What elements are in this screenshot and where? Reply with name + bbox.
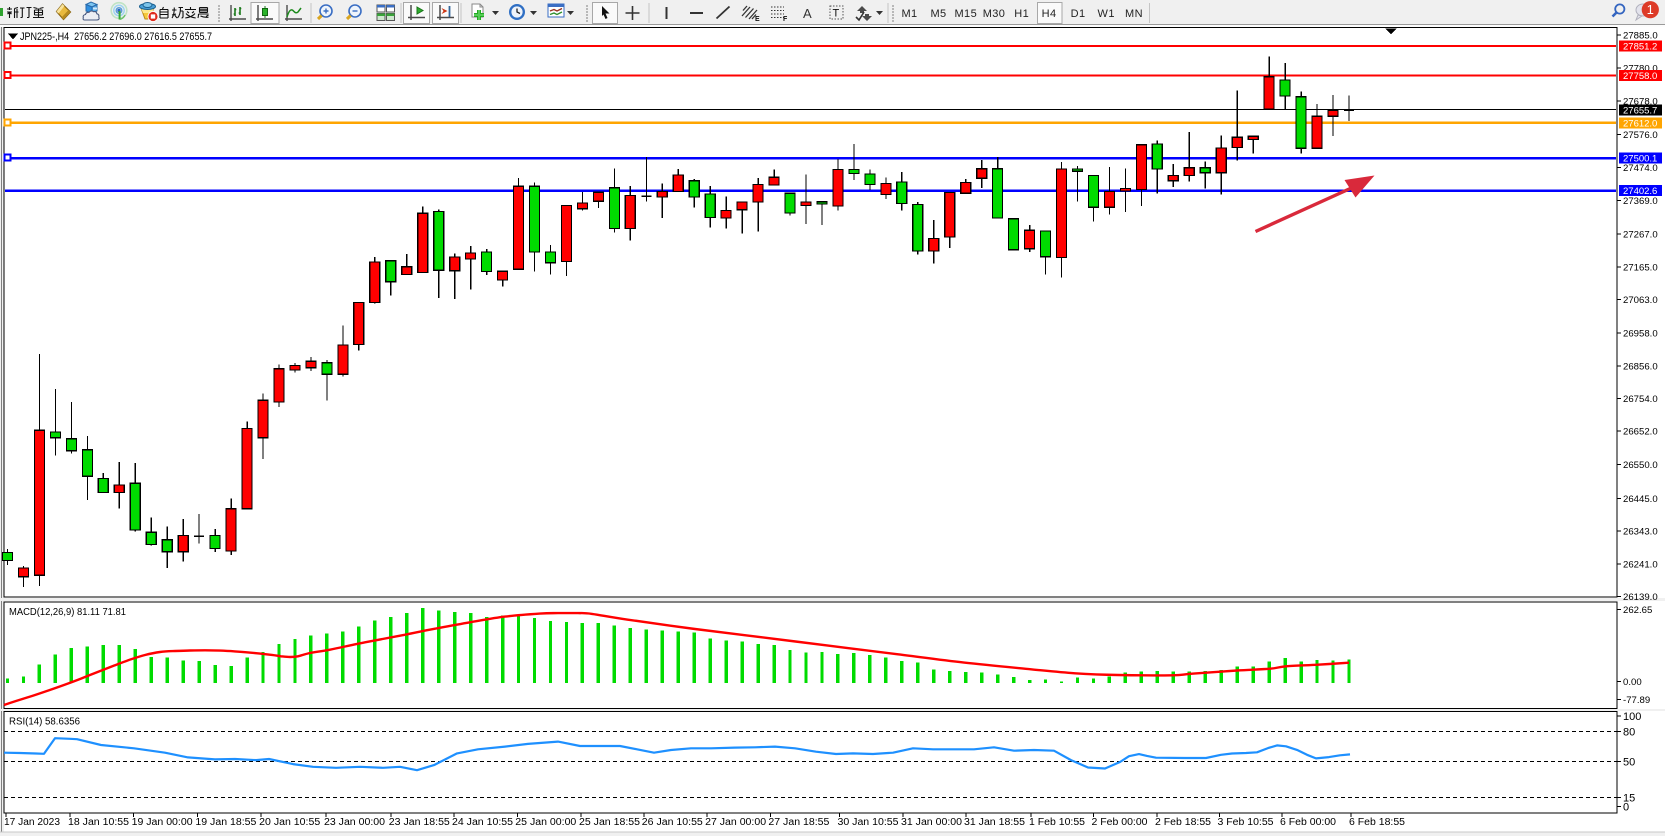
svg-text:27885.0: 27885.0 <box>1623 31 1658 42</box>
svg-text:27165.0: 27165.0 <box>1623 263 1658 274</box>
svg-text:100: 100 <box>1623 711 1641 723</box>
svg-text:20 Jan 10:55: 20 Jan 10:55 <box>259 817 320 828</box>
svg-text:6 Feb 18:55: 6 Feb 18:55 <box>1349 817 1405 828</box>
svg-text:27267.0: 27267.0 <box>1623 230 1658 241</box>
svg-text:27576.0: 27576.0 <box>1623 130 1658 141</box>
svg-text:RSI(14) 58.6356: RSI(14) 58.6356 <box>9 717 80 728</box>
svg-text:M1: M1 <box>901 8 917 20</box>
svg-text:27678.0: 27678.0 <box>1623 96 1658 107</box>
svg-text:26652.0: 26652.0 <box>1623 427 1658 438</box>
svg-text:27369.0: 27369.0 <box>1623 196 1658 207</box>
svg-text:27402.6: 27402.6 <box>1623 186 1657 197</box>
svg-text:25 Jan 18:55: 25 Jan 18:55 <box>579 817 640 828</box>
svg-text:H4: H4 <box>1042 8 1057 20</box>
svg-text:17 Jan 2023: 17 Jan 2023 <box>4 817 60 828</box>
svg-text:2 Feb 18:55: 2 Feb 18:55 <box>1155 817 1211 828</box>
svg-text:0.00: 0.00 <box>1623 677 1642 688</box>
svg-text:27758.0: 27758.0 <box>1623 71 1657 82</box>
svg-text:26445.0: 26445.0 <box>1623 494 1658 505</box>
svg-text:1 Feb 10:55: 1 Feb 10:55 <box>1029 817 1085 828</box>
svg-text:31 Jan 18:55: 31 Jan 18:55 <box>964 817 1025 828</box>
svg-text:19 Jan 18:55: 19 Jan 18:55 <box>195 817 256 828</box>
svg-text:27063.0: 27063.0 <box>1623 295 1658 306</box>
svg-text:3 Feb 10:55: 3 Feb 10:55 <box>1218 817 1274 828</box>
svg-text:T: T <box>833 8 840 20</box>
svg-text:26550.0: 26550.0 <box>1623 460 1658 471</box>
svg-text:D1: D1 <box>1071 8 1086 20</box>
svg-text:H1: H1 <box>1014 8 1029 20</box>
svg-text:26958.0: 26958.0 <box>1623 329 1658 340</box>
svg-text:30 Jan 10:55: 30 Jan 10:55 <box>838 817 899 828</box>
svg-text:27474.0: 27474.0 <box>1623 163 1658 174</box>
svg-text:25 Jan 00:00: 25 Jan 00:00 <box>515 817 576 828</box>
svg-text:27612.0: 27612.0 <box>1623 118 1657 129</box>
svg-text:27655.7: 27655.7 <box>1623 106 1657 117</box>
svg-text:26856.0: 26856.0 <box>1623 362 1658 373</box>
svg-text:JPN225-,H4 27656.2 27696.0 27: JPN225-,H4 27656.2 27696.0 27616.5 27655… <box>20 31 212 43</box>
svg-text:26 Jan 10:55: 26 Jan 10:55 <box>642 817 703 828</box>
svg-text:27851.2: 27851.2 <box>1623 42 1657 53</box>
svg-text:80: 80 <box>1623 727 1635 739</box>
svg-text:26754.0: 26754.0 <box>1623 394 1658 405</box>
svg-text:M30: M30 <box>983 8 1006 20</box>
svg-text:1: 1 <box>1647 2 1654 17</box>
svg-text:6 Feb 00:00: 6 Feb 00:00 <box>1280 817 1336 828</box>
svg-text:27780.0: 27780.0 <box>1623 64 1658 75</box>
svg-text:A: A <box>803 6 812 21</box>
svg-text:15: 15 <box>1623 792 1635 804</box>
svg-text:262.65: 262.65 <box>1623 605 1652 616</box>
svg-text:50: 50 <box>1623 756 1635 768</box>
svg-text:23 Jan 00:00: 23 Jan 00:00 <box>324 817 385 828</box>
svg-text:M5: M5 <box>930 8 946 20</box>
svg-text:F: F <box>783 16 788 23</box>
svg-text:M15: M15 <box>954 8 977 20</box>
svg-text:23 Jan 18:55: 23 Jan 18:55 <box>389 817 450 828</box>
svg-text:MN: MN <box>1125 8 1143 20</box>
svg-text:26241.0: 26241.0 <box>1623 559 1658 570</box>
svg-text:19 Jan 00:00: 19 Jan 00:00 <box>132 817 193 828</box>
svg-text:26139.0: 26139.0 <box>1623 592 1658 603</box>
svg-text:27 Jan 18:55: 27 Jan 18:55 <box>768 817 829 828</box>
svg-text:31 Jan 00:00: 31 Jan 00:00 <box>901 817 962 828</box>
svg-text:2 Feb 00:00: 2 Feb 00:00 <box>1092 817 1148 828</box>
svg-text:W1: W1 <box>1098 8 1115 20</box>
svg-text:-77.89: -77.89 <box>1623 695 1650 706</box>
svg-text:26343.0: 26343.0 <box>1623 527 1658 538</box>
svg-text:0: 0 <box>1623 802 1629 814</box>
svg-text:MACD(12,26,9) 81.11 71.81: MACD(12,26,9) 81.11 71.81 <box>9 607 126 618</box>
svg-text:18 Jan 10:55: 18 Jan 10:55 <box>68 817 129 828</box>
svg-text:27 Jan 00:00: 27 Jan 00:00 <box>705 817 766 828</box>
svg-text:24 Jan 10:55: 24 Jan 10:55 <box>452 817 513 828</box>
svg-text:E: E <box>755 16 760 23</box>
svg-text:27500.1: 27500.1 <box>1623 154 1657 165</box>
